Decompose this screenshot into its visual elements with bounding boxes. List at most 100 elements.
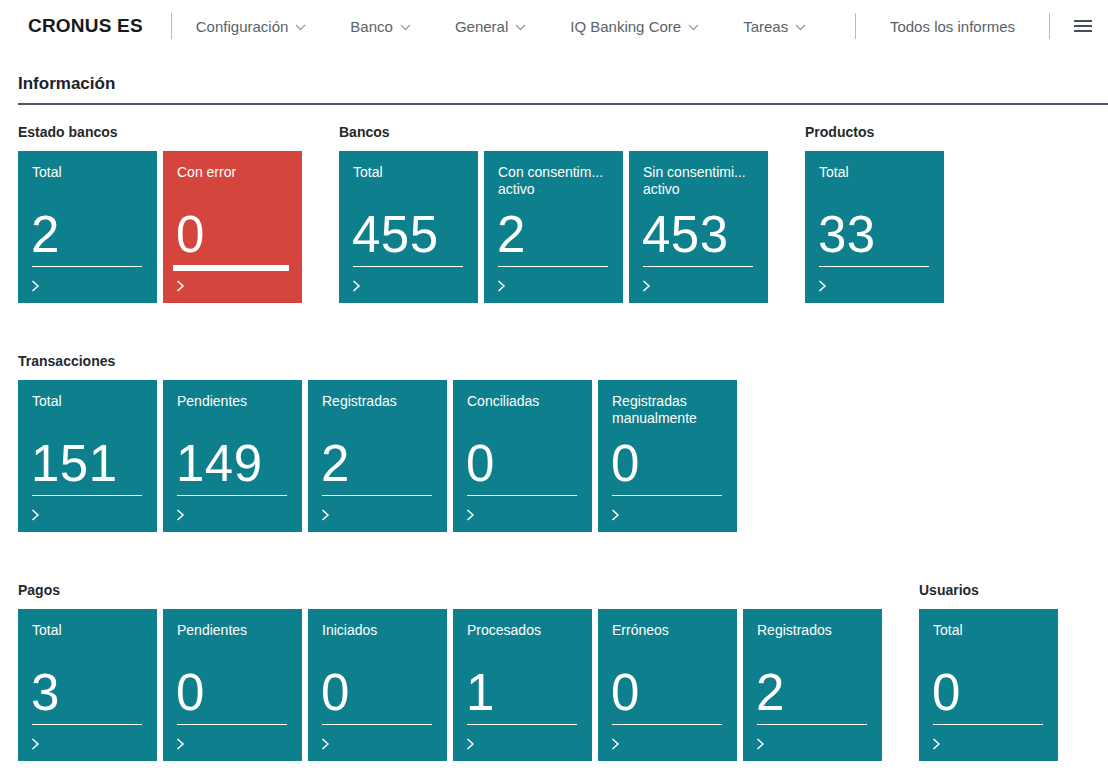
section-header: Información: [18, 74, 1108, 105]
tile-underline: [322, 724, 432, 726]
role-center-content: Información Estado bancos Total 2 Con er…: [0, 74, 1108, 761]
tile-usuarios-total[interactable]: Total 0: [919, 609, 1058, 761]
tile-label: Pendientes: [177, 622, 288, 639]
tile-estado-bancos-total[interactable]: Total 2: [18, 151, 157, 303]
group-bancos: Bancos Total 455 Con consentim... activo…: [339, 124, 768, 303]
tile-value: 453: [642, 209, 729, 260]
nav-banco[interactable]: Banco: [350, 18, 411, 35]
tile-underline: [467, 724, 577, 726]
tile-transacciones-registradas-manualmente[interactable]: Registradas manualmente 0: [598, 380, 737, 532]
chevron-right-icon: [611, 508, 620, 522]
chevron-right-icon: [642, 279, 651, 293]
tile-strip: Total 2 Con error 0: [18, 151, 302, 303]
tile-value: 3: [31, 667, 60, 718]
cue-row-1: Estado bancos Total 2 Con error 0 Bancos: [18, 124, 1108, 303]
tile-label: Sin consentimi... activo: [643, 164, 754, 198]
tile-pagos-iniciados[interactable]: Iniciados 0: [308, 609, 447, 761]
tile-underline: [322, 495, 432, 497]
group-title: Estado bancos: [18, 124, 302, 141]
group-pagos: Pagos Total 3 Pendientes 0 Iniciados 0: [18, 582, 882, 761]
chevron-down-icon: [795, 24, 806, 31]
nav-tareas[interactable]: Tareas: [743, 18, 806, 35]
tile-pagos-procesados[interactable]: Procesados 1: [453, 609, 592, 761]
chevron-right-icon: [31, 737, 40, 751]
main-menu: Configuración Banco General IQ Banking C…: [196, 18, 850, 35]
cue-row-2: Transacciones Total 151 Pendientes 149 R…: [18, 353, 1108, 532]
tile-strip: Total 3 Pendientes 0 Iniciados 0: [18, 609, 882, 761]
tile-value: 0: [611, 667, 640, 718]
tile-productos-total[interactable]: Total 33: [805, 151, 944, 303]
chevron-right-icon: [818, 279, 827, 293]
page-title: Información: [18, 74, 115, 93]
tile-underline: [32, 266, 142, 268]
chevron-right-icon: [611, 737, 620, 751]
tile-pagos-registrados[interactable]: Registrados 2: [743, 609, 882, 761]
tile-transacciones-pendientes[interactable]: Pendientes 149: [163, 380, 302, 532]
hamburger-menu-button[interactable]: [1074, 19, 1092, 33]
tile-label: Pendientes: [177, 393, 288, 410]
tile-value: 149: [176, 438, 263, 489]
tile-value: 0: [932, 667, 961, 718]
tile-label: Erróneos: [612, 622, 723, 639]
tile-value: 455: [352, 209, 439, 260]
group-transacciones: Transacciones Total 151 Pendientes 149 R…: [18, 353, 737, 532]
tile-pagos-total[interactable]: Total 3: [18, 609, 157, 761]
nav-general[interactable]: General: [455, 18, 526, 35]
tile-label: Total: [32, 393, 143, 410]
tile-label: Total: [32, 622, 143, 639]
tile-value: 0: [611, 438, 640, 489]
tile-underline: [32, 495, 142, 497]
nav-configuracion[interactable]: Configuración: [196, 18, 307, 35]
vertical-divider: [1049, 13, 1050, 39]
tile-value: 0: [176, 667, 205, 718]
tile-label: Registradas manualmente: [612, 393, 723, 427]
tile-value: 0: [466, 438, 495, 489]
top-navigation-bar: CRONUS ES Configuración Banco General IQ…: [0, 0, 1108, 52]
tile-underline: [757, 724, 867, 726]
tile-transacciones-conciliadas[interactable]: Conciliadas 0: [453, 380, 592, 532]
vertical-divider: [855, 13, 856, 39]
tile-bancos-sin-consentimiento-activo[interactable]: Sin consentimi... activo 453: [629, 151, 768, 303]
nav-label: General: [455, 18, 508, 35]
chevron-right-icon: [466, 508, 475, 522]
tile-underline: [467, 495, 577, 497]
tile-underline: [177, 495, 287, 497]
group-title: Usuarios: [919, 582, 1058, 599]
tile-value: 33: [818, 209, 876, 260]
chevron-right-icon: [31, 508, 40, 522]
tile-transacciones-total[interactable]: Total 151: [18, 380, 157, 532]
chevron-down-icon: [400, 24, 411, 31]
tile-value: 2: [31, 209, 60, 260]
chevron-right-icon: [176, 737, 185, 751]
tile-label: Iniciados: [322, 622, 433, 639]
chevron-right-icon: [31, 279, 40, 293]
tile-label: Con error: [177, 164, 288, 181]
tile-estado-bancos-con-error[interactable]: Con error 0: [163, 151, 302, 303]
tile-bancos-total[interactable]: Total 455: [339, 151, 478, 303]
company-name-button[interactable]: CRONUS ES: [28, 15, 143, 37]
nav-iq-banking-core[interactable]: IQ Banking Core: [570, 18, 699, 35]
chevron-right-icon: [176, 508, 185, 522]
chevron-right-icon: [756, 737, 765, 751]
chevron-right-icon: [176, 279, 185, 293]
chevron-right-icon: [352, 279, 361, 293]
tile-underline: [643, 266, 753, 268]
tile-label: Procesados: [467, 622, 578, 639]
tile-transacciones-registradas[interactable]: Registradas 2: [308, 380, 447, 532]
tile-label: Total: [933, 622, 1044, 639]
tile-pagos-pendientes[interactable]: Pendientes 0: [163, 609, 302, 761]
tile-label: Total: [819, 164, 930, 181]
tile-value: 0: [321, 667, 350, 718]
tile-bancos-con-consentimiento-activo[interactable]: Con consentim... activo 2: [484, 151, 623, 303]
link-todos-los-informes[interactable]: Todos los informes: [890, 18, 1015, 35]
nav-label: Banco: [350, 18, 393, 35]
group-estado-bancos: Estado bancos Total 2 Con error 0: [18, 124, 302, 303]
chevron-down-icon: [515, 24, 526, 31]
group-title: Transacciones: [18, 353, 737, 370]
group-title: Productos: [805, 124, 944, 141]
nav-label: Tareas: [743, 18, 788, 35]
chevron-down-icon: [295, 24, 306, 31]
tile-underline: [498, 266, 608, 268]
tile-strip: Total 0: [919, 609, 1058, 761]
tile-pagos-erroneos[interactable]: Erróneos 0: [598, 609, 737, 761]
